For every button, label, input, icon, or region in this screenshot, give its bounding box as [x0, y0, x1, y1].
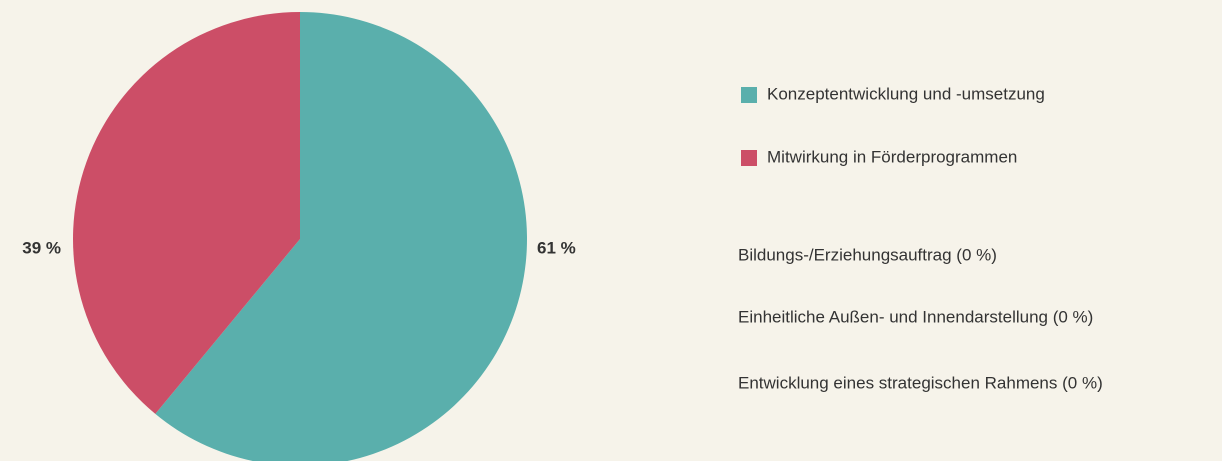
legend-label: Bildungs-/Erziehungsauftrag (0 %)	[738, 245, 997, 264]
value-label: 61 %	[537, 238, 576, 257]
legend-swatch	[741, 87, 757, 103]
legend-label: Entwicklung eines strategischen Rahmens …	[738, 373, 1103, 392]
legend-swatch	[741, 150, 757, 166]
legend-label: Mitwirkung in Förderprogrammen	[767, 147, 1017, 166]
value-label: 39 %	[22, 238, 61, 257]
legend-label: Konzeptentwicklung und -umsetzung	[767, 84, 1045, 103]
pie-slice	[155, 12, 527, 461]
legend-label: Einheitliche Außen- und Innendarstellung…	[738, 307, 1093, 326]
pie-slice	[73, 12, 300, 414]
